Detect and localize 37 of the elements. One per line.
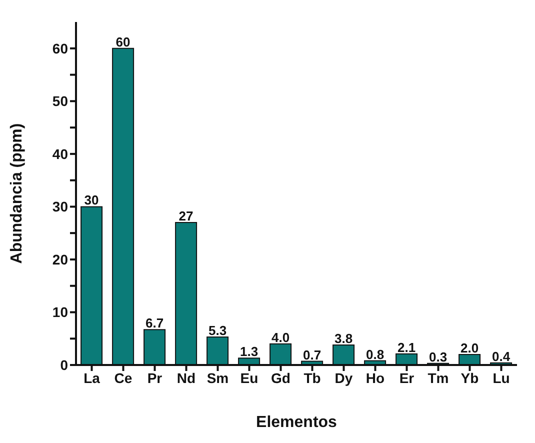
data-label: 0.7	[303, 347, 322, 362]
data-label: 5.3	[208, 323, 227, 338]
y-tick-label: 0	[60, 356, 68, 373]
data-label: 2.0	[460, 340, 479, 356]
data-label: 3.8	[334, 330, 353, 346]
data-label: 60	[116, 34, 130, 50]
data-label: 0.4	[492, 348, 511, 364]
x-tick-label: Er	[399, 370, 415, 386]
y-tick-label: 20	[52, 251, 68, 268]
y-tick-label: 30	[52, 198, 68, 215]
x-tick-label: Lu	[492, 370, 510, 386]
x-tick-label: Nd	[176, 370, 196, 386]
x-tick-label: Gd	[271, 370, 290, 386]
y-tick-label: 60	[52, 40, 68, 56]
data-label: 6.7	[146, 316, 164, 331]
x-tick-label: Ho	[366, 370, 385, 386]
data-label: 30	[84, 192, 99, 208]
data-label: 0.8	[366, 346, 384, 362]
data-label: 4.0	[272, 330, 290, 345]
x-tick-label: Pr	[147, 370, 163, 386]
y-tick-label: 40	[52, 146, 68, 162]
x-tick-label: Tm	[428, 370, 449, 386]
y-tick-label: 50	[52, 93, 68, 110]
x-tick-label: Yb	[460, 370, 479, 386]
x-tick-label: Ce	[114, 370, 132, 386]
x-tick-label: La	[84, 370, 100, 386]
data-label: 1.3	[240, 344, 258, 360]
y-tick-label: 10	[52, 304, 68, 320]
x-tick-label: Tb	[304, 370, 321, 386]
data-label: 0.3	[429, 349, 448, 364]
x-tick-label: Dy	[334, 370, 353, 386]
x-axis-title: Elementos	[256, 414, 338, 431]
data-label: 27	[178, 208, 194, 224]
x-tick-label: Eu	[240, 370, 258, 386]
y-axis-title: Abundancia (ppm)	[8, 123, 26, 264]
data-label: 2.1	[398, 340, 416, 355]
x-tick-label: Sm	[206, 370, 229, 386]
